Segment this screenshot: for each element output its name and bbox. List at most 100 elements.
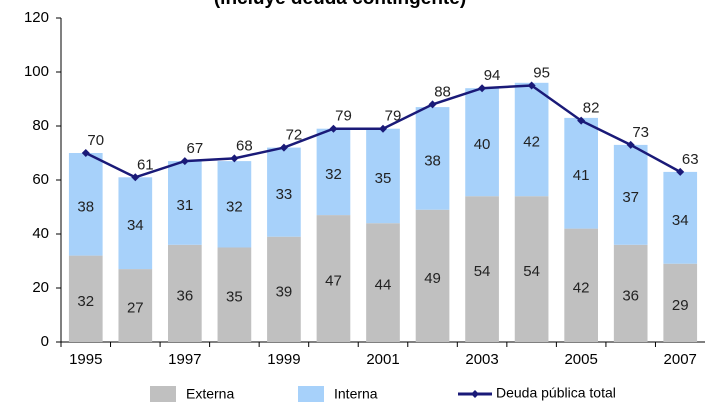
value-label: 49: [424, 270, 441, 287]
value-label: 88: [434, 83, 451, 100]
x-tick-label: 1995: [69, 351, 102, 368]
x-tick-label: 1997: [168, 351, 201, 368]
value-label: 36: [622, 287, 639, 304]
value-label: 67: [187, 140, 204, 157]
value-label: 38: [77, 198, 94, 215]
line-marker: [230, 154, 239, 163]
bar-segment: [514, 82, 549, 197]
bar-segment: [168, 161, 202, 245]
bar-segment: [267, 147, 301, 237]
bar-segment: [465, 88, 499, 197]
legend-label: Externa: [186, 386, 234, 402]
y-tick-label: 120: [24, 9, 49, 26]
bar-segment: [267, 236, 301, 342]
y-tick-label: 60: [32, 171, 49, 188]
value-label: 54: [474, 263, 491, 280]
line-marker: [626, 140, 635, 149]
value-label: 36: [177, 287, 194, 304]
bar-segment: [366, 128, 400, 224]
legend-swatch: [298, 386, 324, 402]
line-marker: [180, 157, 189, 166]
x-tick-label: 2005: [564, 351, 597, 368]
bar-segment: [118, 269, 153, 342]
line-marker: [577, 116, 586, 125]
bar-segment: [68, 255, 103, 342]
line-marker: [279, 143, 288, 152]
value-label: 32: [77, 293, 94, 310]
bar-segment: [415, 107, 450, 210]
value-label: 95: [533, 64, 550, 81]
line-marker: [527, 81, 536, 90]
bar-segment: [613, 244, 648, 342]
bar-segment: [68, 153, 103, 256]
value-label: 42: [573, 279, 590, 296]
legend-label: Interna: [334, 386, 378, 402]
bar-segment: [564, 228, 598, 342]
y-tick-label: 0: [41, 333, 49, 350]
value-label: 73: [632, 124, 649, 141]
value-label: 47: [325, 273, 342, 290]
value-label: 32: [226, 198, 243, 215]
value-label: 63: [682, 151, 699, 168]
value-label: 32: [325, 166, 342, 183]
bar-segment: [316, 215, 351, 342]
value-label: 34: [672, 212, 689, 229]
line-marker: [676, 167, 685, 176]
value-label: 61: [137, 156, 154, 173]
legend-label: Deuda pública total: [496, 385, 616, 401]
value-label: 44: [375, 277, 392, 294]
bar-segment: [366, 223, 400, 342]
value-label: 68: [236, 137, 253, 154]
value-label: 39: [276, 283, 293, 300]
x-tick-label: 2007: [664, 351, 697, 368]
value-label: 27: [127, 300, 144, 317]
value-label: 33: [276, 186, 293, 203]
value-label: 79: [335, 108, 352, 125]
value-label: 54: [523, 263, 540, 280]
value-label: 70: [87, 132, 104, 149]
line-marker: [428, 100, 437, 109]
y-tick-label: 80: [32, 117, 49, 134]
value-label: 29: [672, 297, 689, 314]
bar-segment: [118, 177, 153, 270]
bar-segment: [217, 161, 252, 248]
value-label: 35: [226, 289, 243, 306]
value-label: 94: [484, 67, 501, 84]
value-label: 38: [424, 152, 441, 169]
bar-segment: [663, 263, 698, 342]
line-marker: [131, 173, 140, 182]
bar-segment: [316, 128, 351, 216]
bar-segment: [415, 209, 450, 342]
value-label: 42: [523, 133, 540, 150]
x-tick-label: 2001: [366, 351, 399, 368]
x-tick-label: 1999: [267, 351, 300, 368]
x-tick-label: 2003: [465, 351, 498, 368]
value-label: 72: [286, 127, 303, 144]
legend-swatch: [150, 386, 176, 402]
line-marker: [478, 84, 487, 93]
line-marker: [329, 124, 338, 133]
line-marker: [81, 149, 90, 157]
y-tick-label: 20: [32, 279, 49, 296]
legend-marker: [471, 390, 479, 398]
bar-segment: [514, 196, 549, 342]
line-marker: [379, 124, 387, 133]
value-label: 79: [385, 108, 402, 125]
bar-segment: [613, 144, 648, 245]
value-label: 82: [583, 100, 600, 117]
y-tick-label: 100: [24, 63, 49, 80]
y-tick-label: 40: [32, 225, 49, 242]
value-label: 35: [375, 170, 392, 187]
value-label: 40: [474, 136, 491, 153]
bar-segment: [217, 247, 252, 342]
chart-title: (incluye deuda contingente): [214, 0, 466, 9]
bar-segment: [465, 196, 499, 342]
value-label: 34: [127, 217, 144, 234]
value-label: 41: [573, 167, 590, 184]
value-label: 31: [177, 197, 194, 214]
bar-segment: [663, 171, 698, 264]
bar-segment: [168, 244, 202, 342]
bar-segment: [564, 117, 598, 229]
